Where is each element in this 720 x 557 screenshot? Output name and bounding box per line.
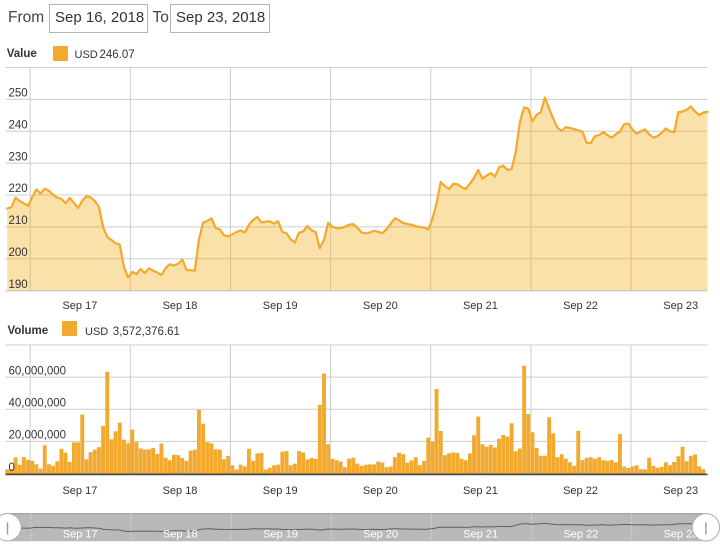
svg-text:Sep 23: Sep 23 <box>664 529 699 541</box>
svg-text:Sep 18: Sep 18 <box>163 529 198 541</box>
svg-text:Sep 21: Sep 21 <box>463 485 498 497</box>
svg-text:Sep 17: Sep 17 <box>62 485 97 497</box>
svg-text:Sep 22: Sep 22 <box>563 529 598 541</box>
svg-text:Sep 18: Sep 18 <box>163 300 198 312</box>
svg-text:Sep 21: Sep 21 <box>463 529 498 541</box>
svg-text:Sep 20: Sep 20 <box>363 529 398 541</box>
svg-text:200: 200 <box>9 247 28 259</box>
svg-text:40,000,000: 40,000,000 <box>9 398 67 410</box>
svg-text:Sep 20: Sep 20 <box>363 485 398 497</box>
svg-text:240: 240 <box>9 120 28 132</box>
svg-text:Sep 20: Sep 20 <box>363 300 398 312</box>
svg-text:Sep 22: Sep 22 <box>563 300 598 312</box>
svg-text:210: 210 <box>9 215 28 227</box>
svg-text:Sep 18: Sep 18 <box>163 485 198 497</box>
svg-text:Sep 23: Sep 23 <box>663 300 698 312</box>
svg-text:Sep 19: Sep 19 <box>263 300 298 312</box>
svg-text:Sep 17: Sep 17 <box>63 529 98 541</box>
svg-text:Sep 23: Sep 23 <box>663 485 698 497</box>
svg-text:60,000,000: 60,000,000 <box>9 365 67 377</box>
svg-text:Sep 17: Sep 17 <box>62 300 97 312</box>
svg-text:250: 250 <box>9 88 28 100</box>
svg-text:230: 230 <box>9 151 28 163</box>
svg-text:Sep 21: Sep 21 <box>463 300 498 312</box>
svg-text:20,000,000: 20,000,000 <box>9 430 67 442</box>
svg-text:190: 190 <box>9 279 28 291</box>
svg-text:Sep 19: Sep 19 <box>263 485 298 497</box>
svg-text:Sep 22: Sep 22 <box>563 485 598 497</box>
svg-text:Sep 19: Sep 19 <box>263 529 298 541</box>
svg-text:220: 220 <box>9 183 28 195</box>
svg-text:0: 0 <box>9 462 15 474</box>
